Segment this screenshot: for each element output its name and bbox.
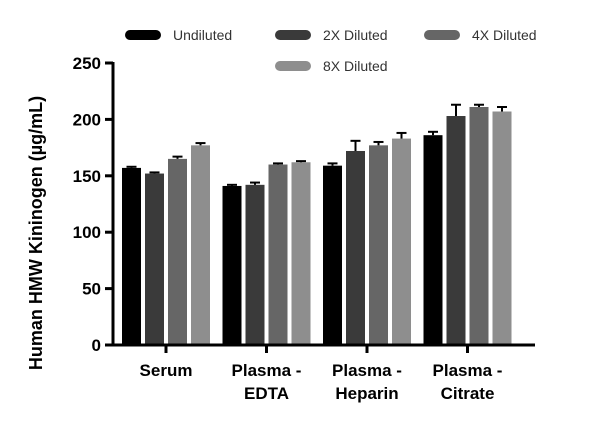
legend-label-1: 2X Diluted [323,27,388,43]
legend-swatch-2 [424,30,460,40]
bar-0-2 [323,165,342,345]
bar-2-1 [268,164,288,345]
x-category-label-3: Plasma -Citrate [433,361,503,403]
legend-item-2: 4X Diluted [424,27,537,43]
legend-label-2: 4X Diluted [472,27,537,43]
bar-3-1 [291,162,311,345]
bar-0-1 [222,185,242,345]
legend-swatch-1 [275,30,311,40]
bar-1-3 [446,116,466,346]
bar-0-3 [423,135,443,345]
bars [122,106,512,346]
x-category-label-0: Serum [140,361,193,380]
bar-3-2 [392,138,411,345]
axes: 0 50 100 150 200 250 Serum Plasma -EDTA Plasma -… [73,54,535,403]
error-bars [126,103,507,186]
bar-2-2 [369,145,388,345]
bar-2-0 [168,158,187,345]
legend: Undiluted 2X Diluted 4X Diluted 8X Diluted [125,27,537,74]
y-tick-label-4: 200 [73,110,101,129]
bar-3-0 [191,145,210,345]
legend-item-3: 8X Diluted [275,58,388,74]
y-tick-label-3: 150 [73,167,101,186]
bar-1-2 [346,150,365,345]
legend-item-0: Undiluted [125,27,232,43]
bar-1-1 [245,184,265,345]
bar-2-3 [469,106,489,345]
y-tick-label-5: 250 [73,54,101,73]
legend-swatch-3 [275,61,311,71]
bar-3-3 [492,111,512,345]
y-tick-label-0: 0 [92,336,101,355]
legend-label-0: Undiluted [173,27,232,43]
y-axis-label: Human HMW Kininogen (µg/mL) [26,96,46,370]
legend-item-1: 2X Diluted [275,27,388,43]
y-tick-label-1: 50 [82,280,101,299]
x-category-label-1: Plasma -EDTA [232,361,302,403]
legend-label-3: 8X Diluted [323,58,388,74]
bar-0-0 [122,167,141,345]
bar-1-0 [145,173,164,345]
x-category-label-2: Plasma -Heparin [332,361,402,403]
y-tick-label-2: 100 [73,223,101,242]
legend-swatch-0 [125,30,161,40]
